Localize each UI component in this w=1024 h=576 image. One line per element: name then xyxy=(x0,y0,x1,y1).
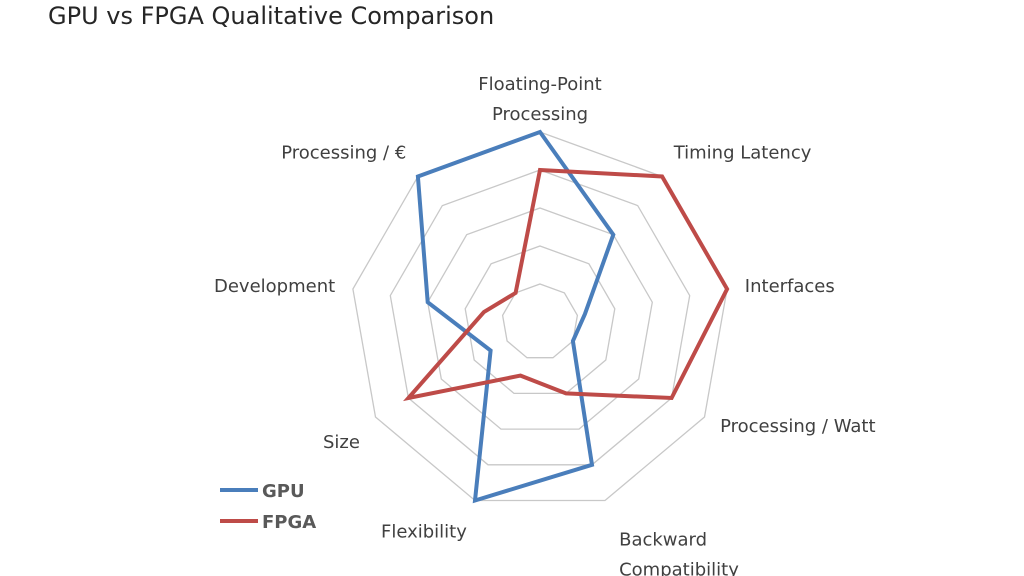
axis-label: Processing / Watt xyxy=(720,416,875,437)
grid xyxy=(352,131,728,502)
axis-label: Floating-Point xyxy=(478,74,601,95)
legend-label-fpga: FPGA xyxy=(262,512,316,533)
grid-ring xyxy=(389,169,691,466)
axis-label: Interfaces xyxy=(745,276,835,297)
series-lines xyxy=(402,129,730,504)
grid-ring xyxy=(501,283,579,359)
legend: GPU FPGA xyxy=(220,481,316,533)
axis-label: Processing / € xyxy=(281,143,406,164)
axis-label: Timing Latency xyxy=(673,143,812,164)
axis-label: Size xyxy=(323,432,360,453)
axis-label: Processing xyxy=(492,104,588,125)
axis-label: Backward xyxy=(619,530,707,551)
series-line-gpu xyxy=(415,129,616,504)
grid-ring xyxy=(464,245,616,395)
series-line-fpga xyxy=(402,167,730,402)
grid-ring xyxy=(352,131,728,502)
axis-labels: Floating-Point Processing Timing Latency In… xyxy=(214,74,876,576)
axis-label: Development xyxy=(214,276,335,297)
page-title: GPU vs FPGA Qualitative Comparison xyxy=(48,2,495,30)
legend-label-gpu: GPU xyxy=(262,481,305,502)
grid-ring xyxy=(427,207,653,430)
axis-label: Compatibility xyxy=(619,560,739,576)
axis-label: Flexibility xyxy=(381,522,467,543)
